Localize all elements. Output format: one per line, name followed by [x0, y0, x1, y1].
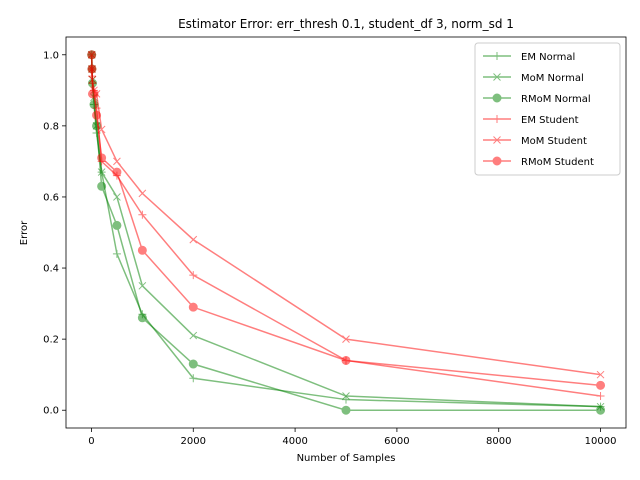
data-point — [137, 313, 147, 323]
chart-title: Estimator Error: err_thresh 0.1, student… — [178, 17, 514, 31]
legend-swatch — [483, 136, 511, 144]
series-rmom-student — [87, 50, 606, 390]
data-point — [189, 331, 198, 340]
data-point — [112, 249, 121, 258]
data-point — [138, 189, 147, 198]
data-point — [596, 392, 605, 401]
legend-swatch — [483, 93, 511, 103]
x-tick-label: 0 — [88, 436, 94, 447]
legend-swatch — [483, 115, 511, 123]
legend-swatch — [483, 52, 511, 60]
legend-label: MoM Normal — [521, 73, 584, 84]
legend-entry: MoM Student — [483, 136, 587, 147]
data-point — [188, 302, 198, 312]
legend-label: RMoM Student — [521, 157, 594, 168]
y-tick-label: 0.4 — [43, 264, 59, 275]
data-point — [97, 168, 106, 176]
data-point — [342, 392, 350, 400]
legend-marker — [493, 136, 501, 144]
data-point — [113, 157, 121, 166]
data-point — [341, 405, 351, 415]
data-point — [97, 181, 107, 191]
legend-marker — [492, 93, 502, 103]
legend-swatch — [483, 156, 511, 166]
axes-frame — [65, 36, 627, 429]
y-tick-label: 0.6 — [43, 192, 59, 203]
legend-entry: MoM Normal — [483, 73, 584, 84]
data-point — [596, 405, 606, 415]
data-point — [113, 193, 121, 201]
legend-swatch — [483, 73, 511, 81]
x-tick-label: 8000 — [486, 436, 511, 447]
y-tick-label: 1.0 — [43, 50, 59, 61]
legend-label: MoM Student — [521, 136, 587, 147]
data-point — [89, 89, 99, 99]
data-point — [87, 50, 97, 60]
legend-entry: EM Normal — [483, 52, 575, 63]
x-axis-label: Number of Samples — [297, 453, 396, 464]
legend-label: EM Student — [521, 115, 579, 126]
data-point — [137, 245, 147, 255]
data-point — [596, 380, 606, 390]
y-tick-label: 0.2 — [43, 335, 59, 346]
data-point — [138, 281, 147, 290]
legend-marker — [493, 115, 501, 123]
legend-label: RMoM Normal — [521, 94, 591, 105]
data-point — [97, 125, 106, 134]
legend-entry: RMoM Student — [483, 156, 594, 168]
data-point — [138, 210, 147, 219]
legend-entry: RMoM Normal — [483, 93, 591, 105]
legend: EM Normal MoM Normal RMoM Normal EM Student… — [474, 42, 621, 176]
legend-marker — [493, 52, 501, 60]
y-tick-label: 0.8 — [43, 121, 59, 132]
data-point — [341, 355, 351, 365]
data-point — [112, 220, 122, 230]
data-point — [188, 359, 198, 369]
legend-marker — [492, 156, 502, 166]
legend-label: EM Normal — [521, 52, 575, 63]
y-axis-label: Error — [19, 220, 30, 245]
data-point — [92, 121, 102, 131]
data-point — [112, 167, 122, 177]
legend-box — [474, 42, 621, 176]
y-tick-label: 0.0 — [43, 406, 59, 417]
data-point — [87, 64, 97, 74]
data-point — [97, 153, 107, 163]
data-point — [189, 271, 198, 280]
data-point — [596, 370, 605, 379]
legend-marker — [493, 73, 501, 81]
data-point — [92, 110, 102, 120]
legend-entry: EM Student — [483, 115, 579, 126]
x-tick-label: 10000 — [585, 436, 617, 447]
axes: 0 2000 4000 6000 8000 10000 0.0 0.2 0.4 0.6 0.8 1.0 — [43, 36, 627, 447]
plot-area — [87, 50, 606, 415]
x-tick-label: 4000 — [282, 436, 307, 447]
x-tick-label: 2000 — [181, 436, 206, 447]
data-point — [342, 335, 350, 343]
x-tick-label: 6000 — [384, 436, 409, 447]
data-point — [189, 374, 198, 383]
data-point — [342, 395, 350, 404]
data-point — [189, 235, 198, 244]
